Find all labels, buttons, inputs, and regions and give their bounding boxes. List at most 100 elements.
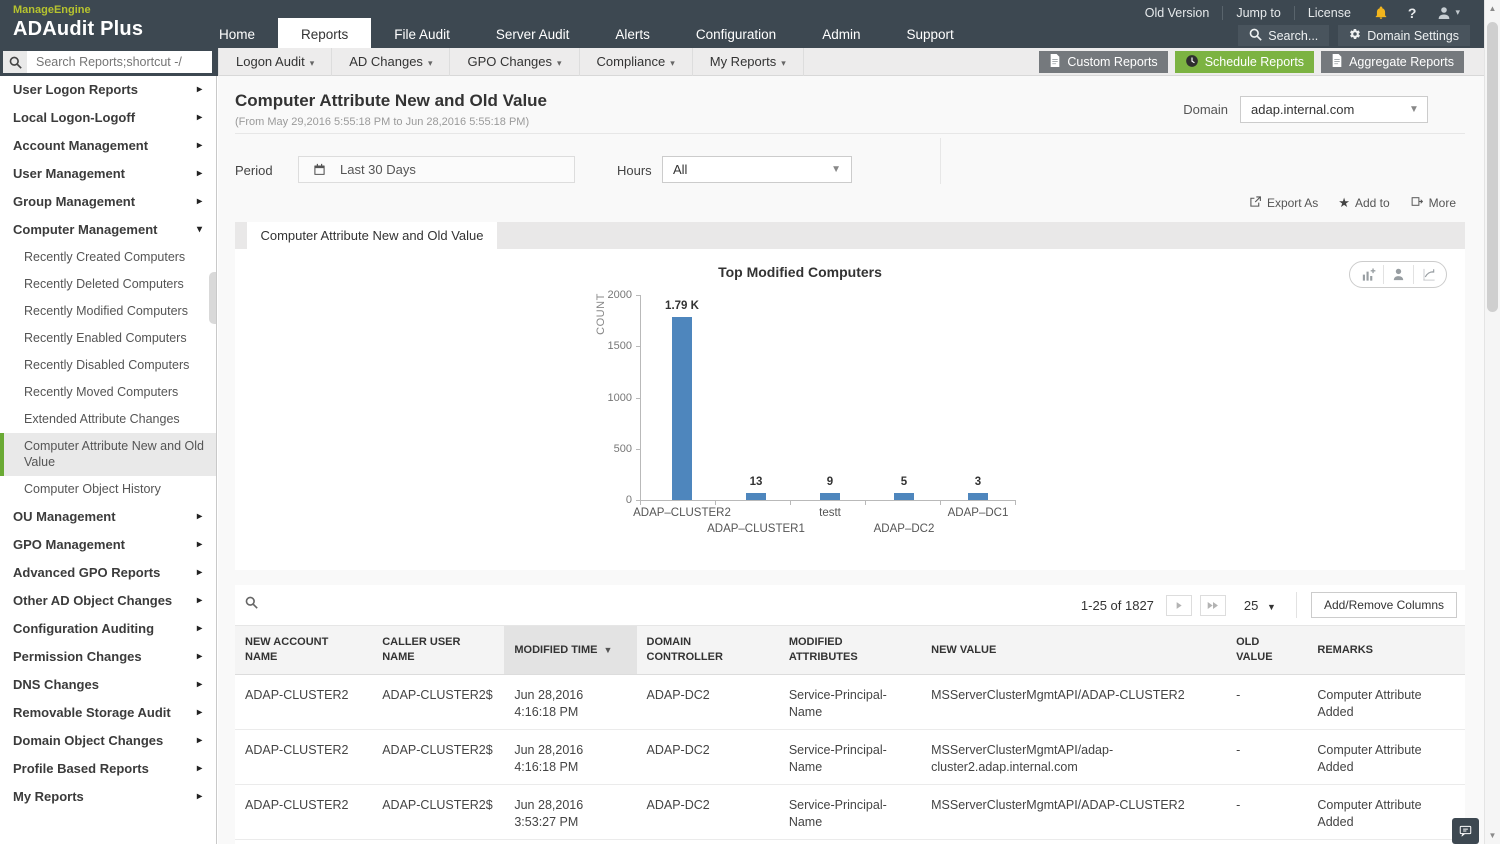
report-search-input[interactable] (27, 51, 212, 73)
menu-gpo-changes[interactable]: GPO Changes ▾ (450, 48, 580, 76)
table-cell: ADAP-CLUSTER2$ (372, 729, 505, 785)
sidebar-subitem-computer-object-history[interactable]: Computer Object History (24, 482, 161, 496)
nav-tab-alerts[interactable]: Alerts (615, 27, 650, 42)
custom-reports-button[interactable]: Custom Reports (1039, 51, 1168, 73)
sidebar-item-permission-changes[interactable]: Permission Changes ▸ (0, 643, 216, 671)
bar-value-label: 13 (749, 476, 763, 488)
sidebar-item-local-logon-logoff[interactable]: Local Logon-Logoff ▸ (0, 104, 216, 132)
column-header-modified-time[interactable]: MODIFIED TIME ▼ (504, 625, 637, 675)
nav-tab-support[interactable]: Support (906, 27, 954, 42)
sidebar-item-other-ad-object-changes[interactable]: Other AD Object Changes ▸ (0, 587, 216, 615)
y-tick-label: 2000 (607, 289, 632, 301)
nav-tab-home[interactable]: Home (219, 27, 256, 42)
scroll-down-arrow[interactable]: ▼ (1488, 831, 1497, 840)
utility-link-old-version[interactable]: Old Version (1132, 5, 1224, 20)
table-search-icon[interactable] (245, 596, 258, 614)
refresh-chart-icon[interactable] (1413, 265, 1443, 284)
x-tick-mark (940, 501, 941, 505)
nav-tab-admin[interactable]: Admin (822, 27, 861, 42)
column-header-modified-attributes[interactable]: MODIFIED ATTRIBUTES (778, 625, 922, 675)
column-header-new-account-name[interactable]: NEW ACCOUNT NAME (235, 625, 373, 675)
domain-select[interactable]: adap.internal.com ▼ (1240, 96, 1428, 123)
sidebar-item-gpo-management[interactable]: GPO Management ▸ (0, 531, 216, 559)
sidebar-item-user-logon-reports[interactable]: User Logon Reports ▸ (0, 76, 216, 104)
column-header-new-value[interactable]: NEW VALUE (921, 625, 1227, 675)
menu-logon-audit[interactable]: Logon Audit ▾ (218, 48, 333, 76)
search-icon[interactable] (3, 51, 27, 73)
domain-settings-button[interactable]: Domain Settings (1338, 25, 1470, 46)
add-remove-columns-button[interactable]: Add/Remove Columns (1310, 592, 1457, 618)
chart-bar-adap-cluster2[interactable] (672, 316, 692, 500)
column-header-domain-controller[interactable]: DOMAIN CONTROLLER (636, 625, 779, 675)
sidebar-subitem-recently-disabled-computers[interactable]: Recently Disabled Computers (24, 358, 190, 372)
menu-my-reports[interactable]: My Reports ▾ (693, 48, 804, 76)
sidebar-subitem-recently-deleted-computers[interactable]: Recently Deleted Computers (24, 277, 184, 291)
global-search-button[interactable]: Search... (1238, 25, 1330, 46)
add-to-button[interactable]: ★ Add to (1338, 196, 1389, 210)
nav-tab-configuration[interactable]: Configuration (695, 27, 777, 42)
column-header-remarks[interactable]: REMARKS (1307, 625, 1465, 675)
sidebar-item-computer-management[interactable]: Computer Management ▾ (0, 216, 216, 244)
column-header-old-value[interactable]: OLD VALUE (1226, 625, 1308, 675)
account-icon[interactable]: ▾ (1426, 5, 1470, 21)
menu-compliance[interactable]: Compliance ▾ (580, 48, 693, 76)
divider (940, 138, 941, 184)
export-as-button[interactable]: Export As (1249, 195, 1318, 211)
chart-bar-adap-dc1[interactable] (968, 493, 988, 500)
sidebar-item-dns-changes[interactable]: DNS Changes ▸ (0, 671, 216, 699)
sidebar-item-configuration-auditing[interactable]: Configuration Auditing ▸ (0, 615, 216, 643)
column-header-caller-user-name[interactable]: CALLER USER NAME (372, 625, 505, 675)
period-picker[interactable]: Last 30 Days (298, 156, 575, 183)
sidebar-item-advanced-gpo-reports[interactable]: Advanced GPO Reports ▸ (0, 559, 216, 587)
nav-tab-reports[interactable]: Reports (278, 18, 372, 48)
bar-value-label: 3 (974, 476, 982, 488)
sidebar-item-domain-object-changes[interactable]: Domain Object Changes ▸ (0, 727, 216, 755)
aggregate-reports-button[interactable]: Aggregate Reports (1321, 51, 1464, 73)
sidebar-subitem-recently-modified-computers[interactable]: Recently Modified Computers (24, 304, 188, 318)
last-page-button[interactable] (1199, 594, 1226, 616)
scroll-up-arrow[interactable]: ▲ (1488, 4, 1497, 13)
sidebar-subitem-recently-moved-computers[interactable]: Recently Moved Computers (24, 385, 179, 399)
add-chart-icon[interactable] (1353, 265, 1383, 284)
hours-select[interactable]: All ▼ (662, 156, 852, 183)
schedule-reports-button[interactable]: Schedule Reports (1174, 51, 1315, 73)
page-size-select[interactable]: 25 ▼ (1244, 598, 1276, 613)
next-page-button[interactable] (1165, 594, 1192, 616)
column-header-label: MODIFIED TIME (514, 643, 598, 656)
chart-bar-adap-cluster1[interactable] (746, 493, 766, 500)
chevron-right-icon: ▸ (196, 707, 202, 718)
chart-bar-testt[interactable] (820, 493, 840, 500)
utility-link-license[interactable]: License (1307, 5, 1351, 20)
report-table: NEW ACCOUNT NAME CALLER USER NAME MODIFIED… (235, 625, 1465, 840)
tab-computer-attribute-new-and-old-value[interactable]: Computer Attribute New and Old Value (247, 222, 497, 249)
menu-label: AD Changes (349, 54, 423, 69)
more-button[interactable]: More (1410, 195, 1456, 211)
nav-tab-file-audit[interactable]: File Audit (394, 27, 450, 42)
help-icon[interactable]: ? (1407, 4, 1417, 21)
utility-link-jump-to[interactable]: Jump to (1223, 5, 1295, 20)
notification-icon[interactable] (1364, 5, 1398, 20)
column-header-label: MODIFIED ATTRIBUTES (788, 636, 858, 663)
sidebar-item-removable-storage-audit[interactable]: Removable Storage Audit ▸ (0, 699, 216, 727)
chart-bar-adap-dc2[interactable] (894, 493, 914, 500)
sidebar-scroll-handle[interactable] (209, 272, 216, 324)
nav-tab-server-audit[interactable]: Server Audit (495, 27, 570, 42)
x-axis-category-label: ADAP–DC1 (947, 507, 1009, 519)
sidebar-item-account-management[interactable]: Account Management ▸ (0, 132, 216, 160)
sidebar-subitem-recently-created-computers[interactable]: Recently Created Computers (24, 250, 186, 264)
sidebar-subitem-extended-attribute-changes[interactable]: Extended Attribute Changes (24, 412, 180, 426)
user-chart-icon[interactable] (1383, 265, 1413, 284)
sidebar-subitem-computer-attribute-new-and-old-value[interactable]: Computer Attribute New and Old Value (0, 433, 216, 476)
sidebar-item-group-management[interactable]: Group Management ▸ (0, 188, 216, 216)
scrollbar-thumb[interactable] (1487, 22, 1498, 312)
sidebar-item-profile-based-reports[interactable]: Profile Based Reports ▸ (0, 755, 216, 783)
sidebar-item-my-reports[interactable]: My Reports ▸ (0, 783, 216, 811)
feedback-chat-button[interactable] (1452, 818, 1479, 844)
app-title: ADAudit Plus (13, 18, 144, 40)
menu-ad-changes[interactable]: AD Changes ▾ (332, 48, 451, 76)
custom-reports-label: Custom Reports (1067, 55, 1158, 69)
y-axis (640, 295, 641, 501)
sidebar-item-ou-management[interactable]: OU Management ▸ (0, 503, 216, 531)
sidebar-item-user-management[interactable]: User Management ▸ (0, 160, 216, 188)
sidebar-subitem-recently-enabled-computers[interactable]: Recently Enabled Computers (24, 331, 187, 345)
